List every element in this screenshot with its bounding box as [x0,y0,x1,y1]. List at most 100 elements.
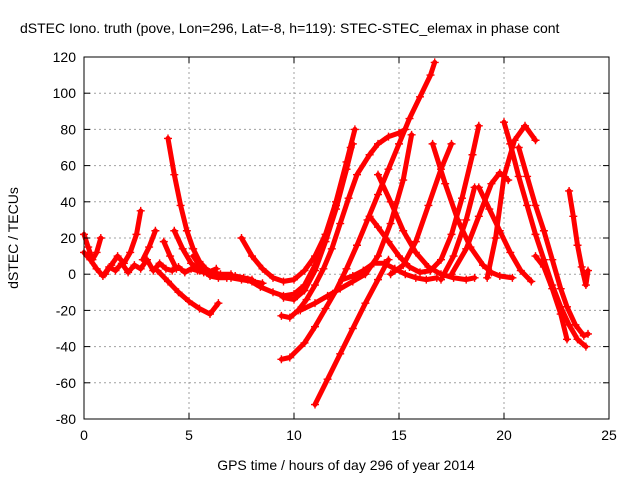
data-point [327,244,336,253]
data-point [539,226,548,235]
data-point [111,266,120,275]
data-point [130,261,139,270]
data-point [514,172,523,181]
data-point [290,295,298,304]
data-point [374,275,382,284]
data-point [344,194,353,203]
data-point [374,170,382,179]
data-point [300,338,309,347]
x-tick-label: 25 [601,427,617,443]
data-point [323,375,332,384]
data-point [428,139,437,148]
data-point [563,302,571,311]
data-point [579,331,588,340]
data-point [92,248,101,257]
data-point [285,313,294,322]
data-point [338,275,347,284]
data-point [84,243,93,252]
data-point [548,255,557,264]
x-tick-label: 15 [391,427,407,443]
data-point [342,165,351,174]
data-point [170,170,179,179]
data-point [231,272,240,281]
data-point [336,219,345,228]
data-point [336,284,345,293]
data-point [176,201,185,210]
track-markers-21 [437,183,479,284]
data-point [136,264,145,273]
data-point [187,259,196,268]
data-point [311,299,319,308]
data-point [153,266,162,275]
track-markers-26 [514,143,592,340]
data-point [101,270,109,279]
data-point [474,212,483,221]
data-point [107,261,116,270]
data-point [401,270,410,279]
data-point [521,121,529,130]
x-tick-label: 10 [286,427,302,443]
track-markers-11 [279,143,355,304]
data-point [155,259,164,268]
data-point [180,268,189,277]
data-point [197,264,206,273]
track-markers-23 [474,183,536,286]
data-point [449,252,458,261]
data-point [170,226,179,235]
data-point [151,226,160,235]
y-tick-label: 80 [60,121,76,137]
data-point [189,244,198,253]
data-point [279,293,288,302]
data-point [577,262,586,271]
data-point [384,132,393,141]
data-point [386,197,395,206]
data-point [563,335,571,344]
data-point [212,264,221,273]
data-track-19 [388,141,454,277]
data-point [399,176,408,185]
data-point [437,275,445,284]
data-point [374,190,382,199]
y-tick-label: -40 [56,339,76,355]
data-point [348,272,357,281]
data-point [539,262,548,271]
data-point [311,400,319,409]
data-point [399,261,408,270]
data-point [332,205,340,214]
y-tick-label: 20 [60,230,76,246]
data-point [384,255,393,264]
data-point [487,179,496,188]
data-point [399,226,408,235]
y-tick-label: -80 [56,411,76,427]
data-point [296,306,305,315]
x-tick-label: 0 [80,427,88,443]
data-point [206,272,214,281]
data-point [182,226,191,235]
data-point [447,270,456,279]
data-point [138,255,147,264]
track-markers-3 [138,226,160,264]
data-point [374,252,382,261]
track-markers-4 [159,237,181,273]
y-axis-label: dSTEC / TECUs [5,187,21,289]
data-point [248,252,256,261]
data-track-13 [278,59,438,362]
data-point [172,264,181,273]
data-point [269,273,277,282]
track-markers-24 [483,121,540,282]
data-point [96,234,105,242]
data-point [159,237,168,246]
x-axis-label: GPS time / hours of day 296 of year 2014 [217,457,475,473]
data-point [214,299,223,308]
data-point [164,277,172,286]
data-point [485,205,494,214]
y-tick-label: 60 [60,158,76,174]
data-point [369,259,378,268]
data-point [353,241,361,250]
data-track-17 [367,123,482,275]
data-point [573,241,582,250]
data-track-15 [297,132,415,313]
data-point [380,259,389,268]
data-point [500,172,508,181]
data-point [348,324,357,333]
